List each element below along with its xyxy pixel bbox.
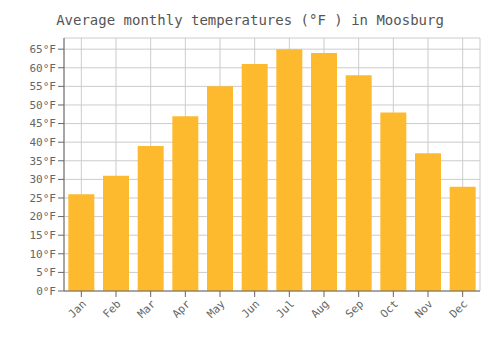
svg-text:Mar: Mar [135,297,159,321]
svg-text:60°F: 60°F [30,62,57,75]
svg-text:Dec: Dec [447,297,470,320]
svg-text:0°F: 0°F [36,285,56,298]
html-text:Average monthly temperatures (: Average monthly temperatures (°F ) in Mo… [56,12,444,28]
svg-text:15°F: 15°F [30,229,57,242]
svg-text:55°F: 55°F [30,80,57,93]
svg-text:25°F: 25°F [30,192,57,205]
svg-text:20°F: 20°F [30,210,57,223]
svg-text:Jan: Jan [66,297,89,320]
svg-text:Apr: Apr [170,297,194,321]
svg-text:Aug: Aug [308,297,331,320]
svg-text:5°F: 5°F [36,266,56,279]
svg-text:35°F: 35°F [30,155,57,168]
svg-text:45°F: 45°F [30,117,57,130]
svg-text:Sep: Sep [343,297,366,320]
svg-text:65°F: 65°F [30,43,57,56]
svg-text:Nov: Nov [412,297,436,321]
svg-text:Jul: Jul [274,297,297,320]
svg-text:30°F: 30°F [30,173,57,186]
svg-text:50°F: 50°F [30,99,57,112]
svg-text:Feb: Feb [100,297,123,320]
svg-text:Jun: Jun [239,297,262,320]
svg-text:40°F: 40°F [30,136,57,149]
svg-text:Oct: Oct [378,297,401,320]
svg-text:May: May [204,297,228,321]
svg-text:10°F: 10°F [30,248,57,261]
